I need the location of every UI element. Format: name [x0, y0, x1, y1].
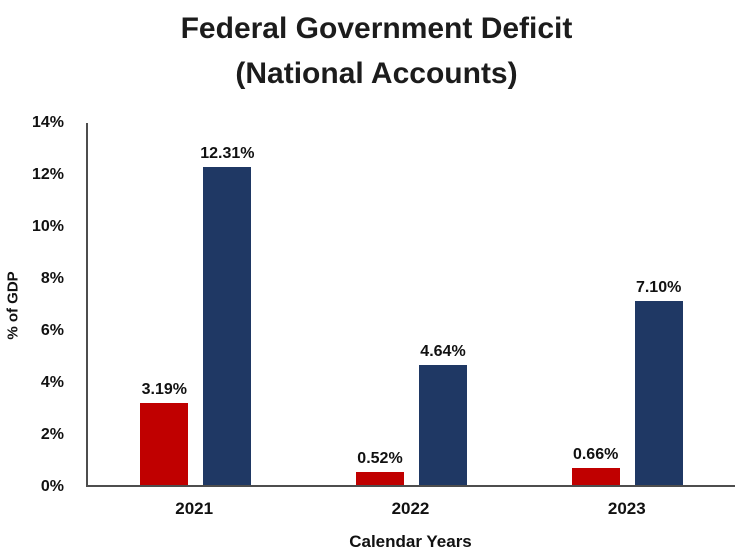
y-tick-label: 14%	[31, 114, 64, 131]
bar-group-2022: 0.52% 4.64%	[355, 123, 467, 485]
y-tick-label: 10%	[31, 218, 64, 235]
y-axis-ticks: 0% 2% 4% 6% 8% 10% 12% 14%	[0, 115, 80, 495]
deficit-red-bar-2021	[140, 402, 189, 485]
deficit-navy-bar-2023	[634, 301, 683, 485]
deficit-navy-bar-2021	[203, 166, 252, 485]
deficit-navy-value-label-2022: 4.64%	[420, 343, 466, 361]
x-axis-title: Calendar Years	[349, 532, 472, 551]
x-axis-ticks: 2021 2022 2023	[86, 499, 735, 519]
deficit-red-bar-2023	[571, 467, 620, 485]
y-tick-label: 6%	[40, 322, 64, 339]
x-tick-label-2022: 2022	[391, 499, 430, 518]
deficit-navy-bar-2022	[418, 365, 467, 485]
deficit-red-value-label-2023: 0.66%	[572, 445, 619, 463]
x-tick-label-2021: 2021	[175, 499, 214, 518]
bar-group-2021: 3.19% 12.31%	[140, 123, 255, 485]
plot-area: 3.19% 12.31% 0.52% 4.64% 0.66% 7.10%	[86, 123, 735, 487]
deficit-navy-value-label-2023: 7.10%	[635, 279, 682, 297]
y-tick-label: 4%	[40, 374, 64, 391]
y-tick-label: 12%	[31, 166, 64, 183]
deficit-navy-bar-wrap-2023: 7.10%	[634, 123, 683, 485]
deficit-red-value-label-2022: 0.52%	[357, 449, 403, 467]
x-tick-label-2023: 2023	[607, 499, 646, 518]
deficit-navy-bar-wrap-2022: 4.64%	[418, 123, 467, 485]
deficit-red-bar-wrap-2022: 0.52%	[355, 123, 404, 485]
y-tick-label: 2%	[40, 426, 64, 443]
bar-group-2023: 0.66% 7.10%	[571, 123, 683, 485]
deficit-red-bar-wrap-2021: 3.19%	[140, 123, 189, 485]
y-tick-label: 8%	[40, 270, 64, 287]
deficit-red-bar-2022	[355, 471, 404, 485]
deficit-red-value-label-2021: 3.19%	[141, 380, 188, 398]
y-tick-label: 0%	[40, 478, 64, 495]
chart-title-line2: (National Accounts)	[235, 57, 518, 90]
chart-title: Federal Government Deficit (National Acc…	[0, 6, 753, 96]
deficit-red-bar-wrap-2023: 0.66%	[571, 123, 620, 485]
deficit-navy-bar-wrap-2021: 12.31%	[200, 123, 255, 485]
chart-title-line1: Federal Government Deficit	[180, 12, 573, 45]
deficit-navy-value-label-2021: 12.31%	[200, 144, 255, 162]
